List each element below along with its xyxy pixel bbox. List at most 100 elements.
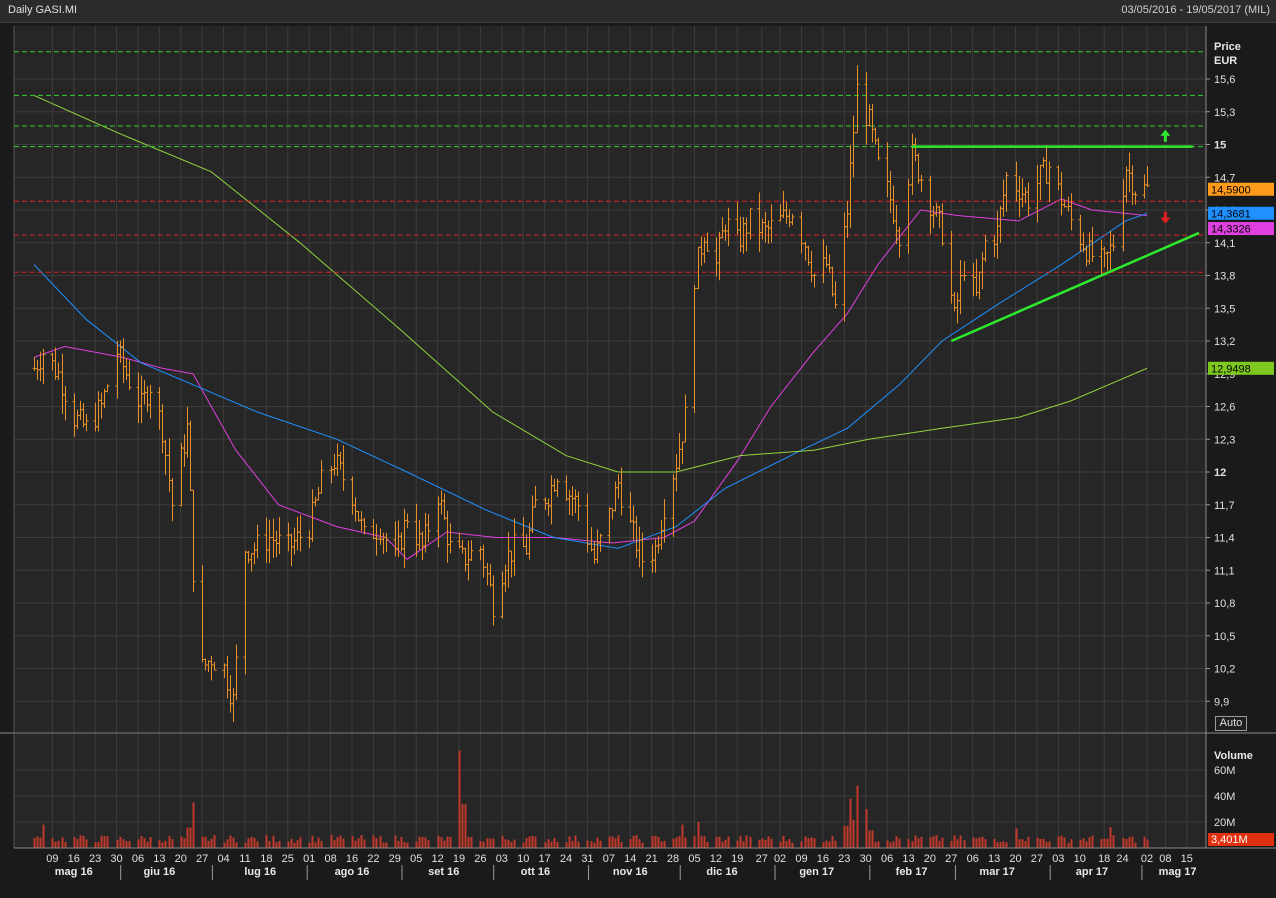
- x-tick-label: 13: [153, 853, 165, 865]
- volume-tick-label: 40M: [1214, 791, 1235, 803]
- x-tick-label: 05: [688, 853, 700, 865]
- price-tag-label: 14,3681: [1211, 208, 1251, 220]
- month-label: dic 16: [706, 866, 737, 878]
- x-tick-label: 01: [303, 853, 315, 865]
- x-tick-label: 27: [945, 853, 957, 865]
- month-label: gen 17: [799, 866, 834, 878]
- x-tick-label: 14: [624, 853, 636, 865]
- month-label: ago 16: [335, 866, 370, 878]
- x-tick-label: 20: [175, 853, 187, 865]
- y-axis: Price EUR Volume 15,615,31514,714,414,11…: [1205, 26, 1253, 848]
- x-tick-label: 03: [1052, 853, 1064, 865]
- month-label: mag 17: [1159, 866, 1197, 878]
- volume-axis-title: Volume: [1214, 750, 1253, 762]
- x-tick-label: 20: [1009, 853, 1021, 865]
- price-panel-bg: [14, 26, 1206, 732]
- moving-averages: [33, 94, 1148, 560]
- auto-scale-button[interactable]: Auto: [1215, 716, 1247, 731]
- volume-tag-label: 3,401M: [1211, 834, 1248, 846]
- x-tick-label: 06: [132, 853, 144, 865]
- x-tick-label: 28: [667, 853, 679, 865]
- x-tick-label: 27: [196, 853, 208, 865]
- volume-panel-bg: [14, 734, 1206, 848]
- month-label: giu 16: [143, 866, 175, 878]
- price-tick-label: 13,5: [1214, 303, 1235, 315]
- x-tick-label: 07: [603, 853, 615, 865]
- price-tick-label: 14,7: [1214, 172, 1235, 184]
- x-tick-label: 26: [474, 853, 486, 865]
- price-tag: [1208, 222, 1274, 236]
- moving-average-line: [33, 198, 1148, 560]
- x-tick-label: 31: [581, 853, 593, 865]
- month-label: mar 17: [979, 866, 1014, 878]
- volume-bars: [33, 750, 1149, 848]
- price-tick-label: 10,2: [1214, 664, 1235, 676]
- x-tick-label: 04: [217, 853, 229, 865]
- price-bars: [32, 65, 1150, 723]
- x-tick-label: 06: [967, 853, 979, 865]
- x-tick-label: 15: [1181, 853, 1193, 865]
- x-tick-label: 20: [924, 853, 936, 865]
- x-tick-label: 16: [346, 853, 358, 865]
- date-range: 03/05/2016 - 19/05/2017 (MIL): [1121, 4, 1270, 16]
- chart-canvas: Price EUR Volume 15,615,31514,714,414,11…: [0, 26, 1276, 880]
- x-tick-label: 27: [756, 853, 768, 865]
- moving-average-line: [33, 212, 1148, 549]
- price-axis-unit: EUR: [1214, 55, 1237, 67]
- price-tick-label: 13,2: [1214, 336, 1235, 348]
- price-tick-label: 12,6: [1214, 402, 1235, 414]
- x-tick-label: 25: [282, 853, 294, 865]
- price-tag: [1208, 182, 1274, 196]
- price-tick-label: 15,3: [1214, 107, 1235, 119]
- price-tag-label: 14,3326: [1211, 224, 1251, 236]
- trendline: [950, 231, 1200, 343]
- x-tick-label: 18: [1098, 853, 1110, 865]
- month-label: ott 16: [521, 866, 550, 878]
- month-label: set 16: [428, 866, 459, 878]
- x-tick-label: 18: [260, 853, 272, 865]
- price-tick-label: 12: [1214, 467, 1226, 479]
- x-tick-label: 19: [453, 853, 465, 865]
- price-tick-label: 12,3: [1214, 434, 1235, 446]
- price-tick-label: 9,9: [1214, 696, 1229, 708]
- month-label: feb 17: [896, 866, 928, 878]
- x-tick-label: 05: [410, 853, 422, 865]
- month-label: mag 16: [55, 866, 93, 878]
- title-bar: Daily GASI.MI 03/05/2016 - 19/05/2017 (M…: [0, 0, 1276, 23]
- x-tick-label: 21: [646, 853, 658, 865]
- x-tick-label: 23: [838, 853, 850, 865]
- month-label: nov 16: [613, 866, 648, 878]
- x-tick-label: 08: [1159, 853, 1171, 865]
- arrow-down-icon: [1160, 211, 1171, 224]
- x-tick-label: 16: [68, 853, 80, 865]
- month-label: lug 16: [244, 866, 276, 878]
- x-tick-label: 10: [1074, 853, 1086, 865]
- price-tick-label: 14,1: [1214, 238, 1235, 250]
- price-tick-label: 11,7: [1214, 500, 1235, 512]
- price-tick-label: 10,5: [1214, 631, 1235, 643]
- x-tick-label: 09: [795, 853, 807, 865]
- price-tick-label: 15,6: [1214, 74, 1235, 86]
- month-label: apr 17: [1076, 866, 1108, 878]
- x-tick-label: 06: [881, 853, 893, 865]
- price-tick-label: 15: [1214, 140, 1226, 152]
- price-tick-label: 11,1: [1214, 565, 1235, 577]
- chart-title: Daily GASI.MI: [8, 4, 78, 16]
- x-tick-label: 13: [988, 853, 1000, 865]
- x-tick-label: 03: [496, 853, 508, 865]
- x-axis: 09 16 23 30 06 13 20 27 04 11 18 25 01 08 16 22 29 05 12 19…: [14, 847, 1276, 880]
- x-tick-label: 09: [46, 853, 58, 865]
- price-tag-label: 14,5900: [1211, 184, 1251, 196]
- price-tag: [1208, 206, 1274, 220]
- x-tick-label: 16: [817, 853, 829, 865]
- moving-average-line: [33, 94, 1148, 473]
- x-tick-label: 27: [1031, 853, 1043, 865]
- volume-tick-label: 20M: [1214, 817, 1235, 829]
- x-tick-label: 29: [389, 853, 401, 865]
- trendlines: [911, 129, 1200, 343]
- volume-tick-label: 60M: [1214, 765, 1235, 777]
- arrow-up-icon: [1160, 129, 1171, 142]
- x-tick-label: 02: [1141, 853, 1153, 865]
- x-tick-label: 12: [431, 853, 443, 865]
- x-tick-label: 17: [539, 853, 551, 865]
